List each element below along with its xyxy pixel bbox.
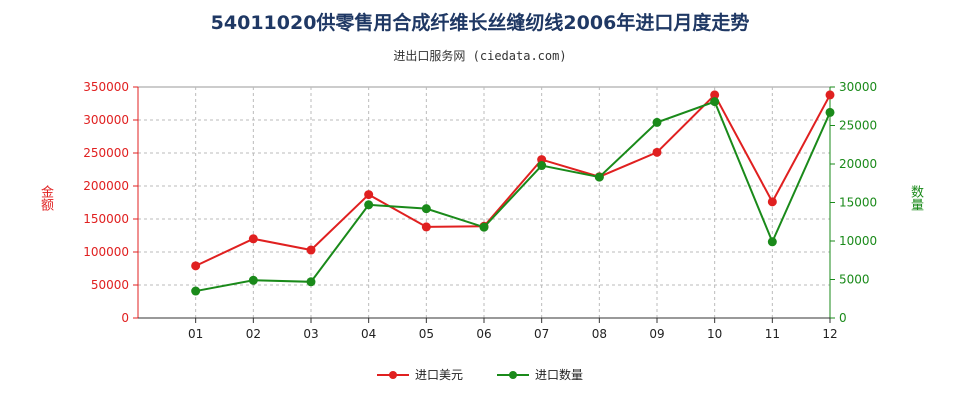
- legend-swatch-quantity: [497, 369, 529, 381]
- series-1-point: [825, 107, 835, 117]
- y-right-tick-label: 0: [839, 311, 847, 325]
- series-line-0: [195, 93, 831, 267]
- legend-item-quantity[interactable]: 进口数量: [497, 366, 583, 383]
- series-0-point: [306, 245, 316, 255]
- y-right-tick-label: 10000: [839, 234, 877, 248]
- series-1-point: [191, 286, 201, 296]
- y-left-tick-label: 0: [121, 311, 129, 325]
- legend: 进口美元 进口数量: [0, 366, 960, 383]
- series-0-point: [767, 197, 777, 207]
- series-0-point: [191, 261, 201, 271]
- series-1-point: [421, 204, 431, 214]
- y-right-tick-label: 15000: [839, 196, 877, 210]
- series-0-point: [364, 190, 374, 200]
- series-1-point: [479, 222, 489, 232]
- series-1-point: [364, 200, 374, 210]
- series-0-point: [248, 234, 258, 244]
- series-1-point: [767, 237, 777, 247]
- y-left-tick-label: 350000: [83, 80, 129, 94]
- series-0-point: [825, 90, 835, 100]
- series-1-point: [594, 172, 604, 182]
- x-tick-label: 01: [188, 327, 203, 341]
- y-left-tick-label: 300000: [83, 113, 129, 127]
- y-right-tick-label: 20000: [839, 157, 877, 171]
- series-1-point: [710, 97, 720, 107]
- x-tick-label: 05: [419, 327, 434, 341]
- y-left-tick-label: 100000: [83, 245, 129, 259]
- x-tick-label: 04: [361, 327, 376, 341]
- y-left-tick-label: 50000: [91, 278, 129, 292]
- x-tick-label: 02: [246, 327, 261, 341]
- series-1-point: [248, 275, 258, 285]
- series-0-point: [710, 90, 720, 100]
- x-tick-label: 12: [822, 327, 837, 341]
- series-1-point: [652, 117, 662, 127]
- x-tick-label: 09: [649, 327, 664, 341]
- y-right-tick-label: 30000: [839, 80, 877, 94]
- y-axis-right-label: 数量: [908, 185, 923, 211]
- series-line-1: [195, 100, 831, 293]
- y-left-tick-label: 150000: [83, 212, 129, 226]
- x-tick-label: 03: [303, 327, 318, 341]
- x-tick-label: 08: [592, 327, 607, 341]
- series-1-point: [306, 277, 316, 287]
- legend-label-quantity: 进口数量: [535, 368, 584, 382]
- series-1-point: [537, 161, 547, 171]
- x-tick-label: 11: [765, 327, 780, 341]
- legend-label-amount: 进口美元: [414, 368, 463, 382]
- x-tick-label: 10: [707, 327, 722, 341]
- y-right-tick-label: 25000: [839, 119, 877, 133]
- series-0-point: [652, 147, 662, 157]
- legend-swatch-amount: [376, 369, 409, 381]
- chart-subtitle: 进出口服务网 (ciedata.com): [393, 49, 567, 63]
- x-tick-label: 07: [534, 327, 549, 341]
- y-right-tick-label: 5000: [839, 273, 870, 287]
- legend-item-amount[interactable]: 进口美元: [376, 366, 463, 383]
- y-left-tick-label: 250000: [83, 146, 129, 160]
- y-left-tick-label: 200000: [83, 179, 129, 193]
- chart-title: 54011020供零售用合成纤维长丝缝纫线2006年进口月度走势: [210, 12, 750, 34]
- series-0-point: [421, 222, 431, 232]
- x-tick-label: 06: [476, 327, 491, 341]
- y-axis-left-label: 金额: [38, 185, 53, 211]
